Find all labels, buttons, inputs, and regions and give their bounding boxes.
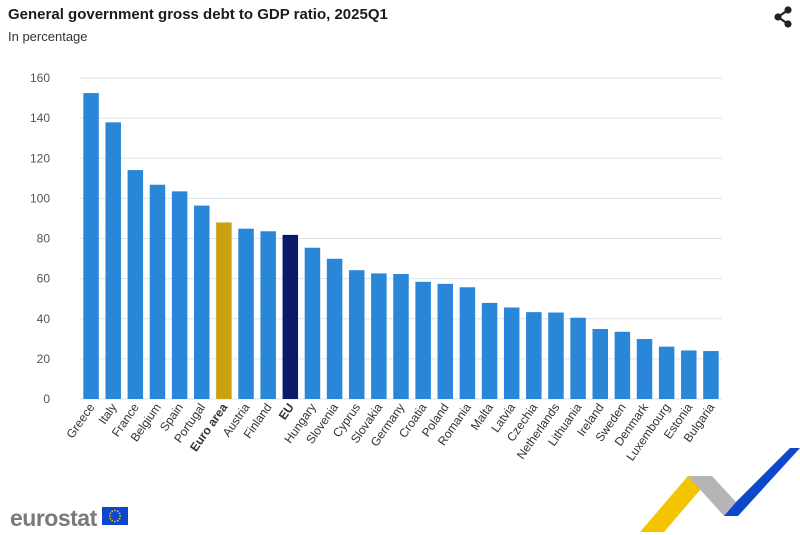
y-tick-label: 140 [30,111,50,125]
bar-ireland [592,328,608,399]
bar-italy [105,122,121,399]
share-icon[interactable] [770,4,796,30]
bar-france [127,170,144,399]
y-tick-label: 0 [43,392,50,406]
y-tick-label: 60 [37,272,51,286]
y-tick-label: 80 [37,232,51,246]
bar-lithuania [570,317,586,399]
bar-cyprus [348,270,365,399]
bar-slovenia [326,258,343,399]
bar-hungary [304,247,321,399]
bar-greece [83,93,99,399]
bar-czechia [526,312,542,399]
bar-spain [171,191,188,399]
bar-latvia [503,307,520,399]
bar-estonia [681,350,697,399]
y-tick-label: 120 [30,151,50,165]
bar-romania [459,287,476,399]
bar-croatia [415,281,431,399]
chart-title: General government gross debt to GDP rat… [8,6,388,23]
bar-sweden [614,331,631,399]
chart-subtitle: In percentage [8,29,88,44]
y-tick-label: 40 [37,312,51,326]
bar-slovakia [371,273,387,399]
bar-luxembourg [658,346,675,399]
y-tick-label: 100 [30,191,50,205]
bar-malta [481,302,498,399]
bar-poland [437,283,454,399]
bar-chart: 020406080100120140160GreeceItalyFranceBe… [30,71,722,463]
bar-euro-area [216,222,232,399]
eurostat-logo: eurostat [10,505,97,531]
brand-decoration [640,448,800,532]
x-tick-label: Greece [63,400,97,441]
bar-austria [238,228,254,399]
bar-belgium [149,184,166,399]
bar-netherlands [548,312,564,399]
y-tick-label: 20 [37,352,51,366]
eu-flag-icon [102,507,128,525]
bar-eu [282,234,299,399]
bar-portugal [194,205,210,399]
y-tick-label: 160 [30,71,50,85]
bar-bulgaria [703,351,719,399]
bar-denmark [636,339,653,399]
bar-finland [260,231,276,399]
bar-germany [393,274,409,399]
